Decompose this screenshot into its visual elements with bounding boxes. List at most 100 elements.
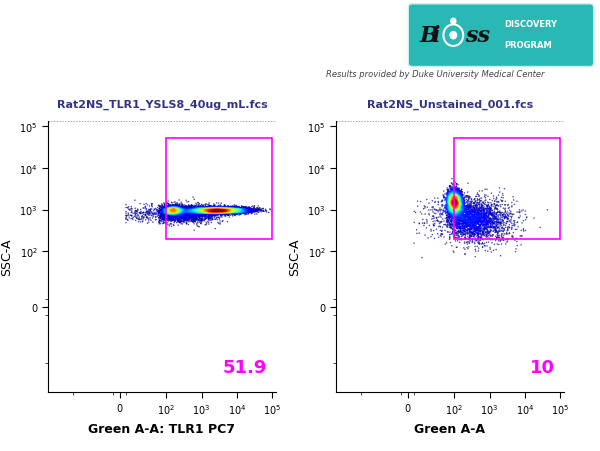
Point [197, 205, 206, 212]
Point [467, 217, 476, 225]
Point [197, 207, 206, 214]
Point [203, 206, 212, 213]
Point [221, 207, 231, 214]
Point [458, 232, 468, 239]
Point [431, 210, 440, 217]
Point [451, 202, 461, 210]
Point [443, 188, 453, 195]
Point [171, 206, 181, 213]
Point [216, 209, 226, 216]
Point [188, 205, 198, 212]
Point [203, 208, 212, 216]
Point [182, 209, 192, 216]
Point [169, 205, 178, 212]
Point [182, 211, 192, 218]
Point [190, 207, 200, 215]
Point [220, 209, 230, 216]
Point [454, 212, 464, 220]
Point [204, 208, 214, 216]
Point [169, 206, 179, 213]
Point [218, 207, 228, 214]
Point [487, 202, 496, 209]
Point [185, 211, 194, 218]
Point [223, 207, 233, 215]
Point [201, 209, 211, 216]
Point [194, 205, 204, 212]
Point [200, 211, 209, 218]
Point [161, 216, 171, 223]
Point [448, 199, 457, 207]
Point [168, 212, 178, 219]
Point [448, 201, 457, 208]
Point [164, 210, 174, 217]
Point [194, 212, 203, 220]
Point [236, 209, 246, 216]
Point [208, 207, 218, 214]
Point [161, 207, 170, 214]
Point [172, 203, 181, 211]
Point [446, 219, 456, 226]
Point [201, 202, 211, 210]
Point [448, 195, 458, 202]
Point [185, 209, 195, 216]
Point [168, 211, 178, 218]
Point [205, 207, 214, 215]
Point [224, 208, 233, 216]
Point [167, 208, 177, 215]
Point [450, 195, 460, 202]
Point [206, 208, 215, 215]
Point [491, 219, 500, 226]
Point [470, 228, 479, 235]
Point [473, 217, 482, 225]
Point [210, 209, 220, 216]
Point [190, 207, 200, 215]
Point [219, 204, 229, 212]
Point [210, 207, 220, 214]
Point [449, 217, 459, 225]
Point [475, 204, 485, 212]
Point [172, 207, 181, 214]
Point [232, 210, 241, 217]
Point [162, 205, 172, 212]
Point [168, 209, 178, 216]
Point [155, 214, 164, 221]
Point [160, 202, 169, 209]
Point [170, 206, 180, 213]
Point [445, 210, 454, 217]
Point [228, 208, 238, 215]
Point [452, 197, 461, 204]
Point [458, 202, 468, 209]
Point [483, 212, 493, 220]
Point [236, 206, 246, 213]
Point [206, 210, 216, 217]
Point [227, 205, 237, 212]
Point [449, 189, 458, 196]
Point [194, 207, 204, 214]
Point [225, 206, 235, 213]
Point [491, 228, 501, 235]
Point [227, 208, 236, 216]
Point [447, 202, 457, 209]
Point [175, 206, 185, 213]
Point [172, 206, 182, 213]
Point [467, 212, 477, 220]
Point [183, 212, 193, 219]
Point [169, 208, 179, 216]
Point [239, 207, 248, 214]
Point [217, 209, 226, 216]
Point [453, 191, 463, 198]
Point [452, 198, 461, 206]
Point [165, 205, 175, 212]
Point [219, 205, 229, 212]
Point [223, 207, 232, 215]
Point [161, 210, 171, 217]
Point [218, 209, 228, 216]
Point [452, 193, 461, 200]
Point [171, 209, 181, 216]
Point [164, 207, 173, 214]
Point [187, 216, 197, 223]
Point [185, 208, 195, 216]
Point [450, 204, 460, 211]
Point [232, 207, 242, 215]
Point [208, 207, 217, 215]
